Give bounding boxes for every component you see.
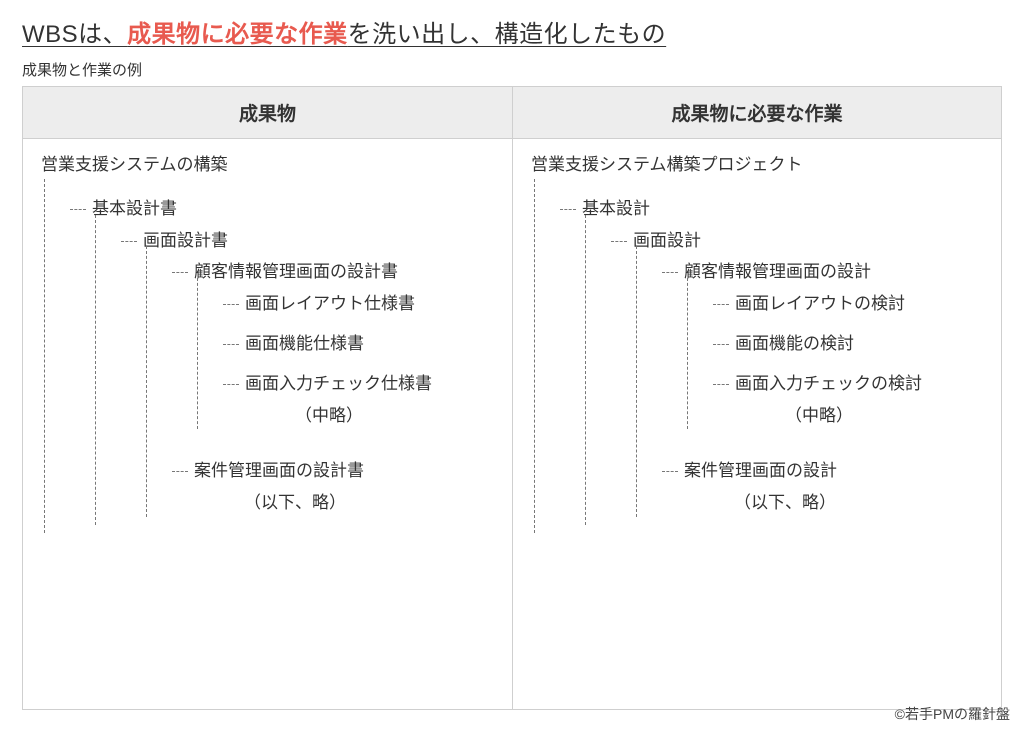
- tree-label: 基本設計: [582, 199, 650, 218]
- column-body-tasks: 営業支援システム構築プロジェクト 基本設計 画面設計 顧客情報管理画面の設計: [513, 139, 1001, 709]
- tree-node: 画面設計書 顧客情報管理画面の設計書 画面レイアウト仕様書 画面機能仕様書 画面…: [121, 221, 502, 539]
- title-pre: WBSは、: [22, 21, 127, 48]
- tree-label: 画面設計書: [143, 231, 228, 250]
- tree-node: 画面入力チェック仕様書 （中略）: [223, 364, 502, 444]
- tree-node: 案件管理画面の設計 （以下、略）: [662, 451, 991, 531]
- tree-node: 画面入力チェックの検討 （中略）: [713, 364, 991, 444]
- tree-label: 画面設計: [633, 231, 701, 250]
- tree-note: （中略）: [735, 396, 991, 436]
- copyright: ©若手PMの羅針盤: [895, 704, 1010, 724]
- tree-label: 画面入力チェックの検討: [735, 374, 922, 393]
- tree-root-tasks: 営業支援システム構築プロジェクト: [531, 153, 991, 177]
- tree-node: 画面設計 顧客情報管理画面の設計 画面レイアウトの検討 画面機能の検討 画面入力…: [611, 221, 991, 539]
- column-header-tasks: 成果物に必要な作業: [513, 87, 1001, 139]
- tree-label: 画面レイアウト仕様書: [245, 294, 415, 313]
- tree-label: 画面機能仕様書: [245, 334, 364, 353]
- tree-note: （以下、略）: [194, 483, 502, 523]
- tree-node: 基本設計 画面設計 顧客情報管理画面の設計 画面レイアウトの検討: [560, 189, 991, 547]
- tree-label: 基本設計書: [92, 199, 177, 218]
- tree-label: 案件管理画面の設計: [684, 461, 837, 480]
- tree-label: 画面機能の検討: [735, 334, 854, 353]
- tree-deliverables: 基本設計書 画面設計書 顧客情報管理画面の設計書 画面レイアウト仕様書: [41, 189, 502, 547]
- tree-node: 案件管理画面の設計書 （以下、略）: [172, 451, 502, 531]
- tree-node: 画面レイアウトの検討: [713, 284, 991, 324]
- tree-node: 顧客情報管理画面の設計書 画面レイアウト仕様書 画面機能仕様書 画面入力チェック…: [172, 252, 502, 451]
- tree-label: 顧客情報管理画面の設計書: [194, 262, 398, 281]
- tree-note: （以下、略）: [684, 483, 991, 523]
- tree-node: 基本設計書 画面設計書 顧客情報管理画面の設計書 画面レイアウト仕様書: [70, 189, 502, 547]
- tree-tasks: 基本設計 画面設計 顧客情報管理画面の設計 画面レイアウトの検討: [531, 189, 991, 547]
- tree-node: 画面機能の検討: [713, 324, 991, 364]
- title-accent: 成果物に必要な作業: [127, 21, 348, 48]
- tree-label: 画面入力チェック仕様書: [245, 374, 432, 393]
- subtitle: 成果物と作業の例: [22, 59, 1002, 80]
- tree-label: 画面レイアウトの検討: [735, 294, 905, 313]
- tree-node: 顧客情報管理画面の設計 画面レイアウトの検討 画面機能の検討 画面入力チェックの…: [662, 252, 991, 451]
- tree-label: 案件管理画面の設計書: [194, 461, 364, 480]
- column-deliverables: 成果物 営業支援システムの構築 基本設計書 画面設計書: [23, 87, 512, 709]
- tree-note: （中略）: [245, 396, 502, 436]
- tree-root-deliverables: 営業支援システムの構築: [41, 153, 502, 177]
- title-post: を洗い出し、構造化したもの: [348, 21, 667, 48]
- column-header-deliverables: 成果物: [23, 87, 512, 139]
- tree-node: 画面レイアウト仕様書: [223, 284, 502, 324]
- comparison-table: 成果物 営業支援システムの構築 基本設計書 画面設計書: [22, 86, 1002, 710]
- column-tasks: 成果物に必要な作業 営業支援システム構築プロジェクト 基本設計 画面設計: [512, 87, 1001, 709]
- page-title: WBSは、成果物に必要な作業を洗い出し、構造化したもの: [22, 14, 1002, 49]
- page: WBSは、成果物に必要な作業を洗い出し、構造化したもの 成果物と作業の例 成果物…: [0, 0, 1024, 710]
- column-body-deliverables: 営業支援システムの構築 基本設計書 画面設計書 顧客情報管理画面の設計書: [23, 139, 512, 709]
- tree-node: 画面機能仕様書: [223, 324, 502, 364]
- tree-label: 顧客情報管理画面の設計: [684, 262, 871, 281]
